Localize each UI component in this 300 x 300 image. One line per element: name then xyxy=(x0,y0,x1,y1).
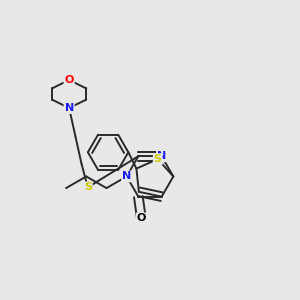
Text: S: S xyxy=(84,182,92,192)
Text: N: N xyxy=(64,103,74,113)
Text: N: N xyxy=(122,171,131,182)
Text: N: N xyxy=(157,151,166,161)
Text: O: O xyxy=(137,213,146,224)
Text: O: O xyxy=(64,75,74,85)
Text: S: S xyxy=(154,154,162,164)
